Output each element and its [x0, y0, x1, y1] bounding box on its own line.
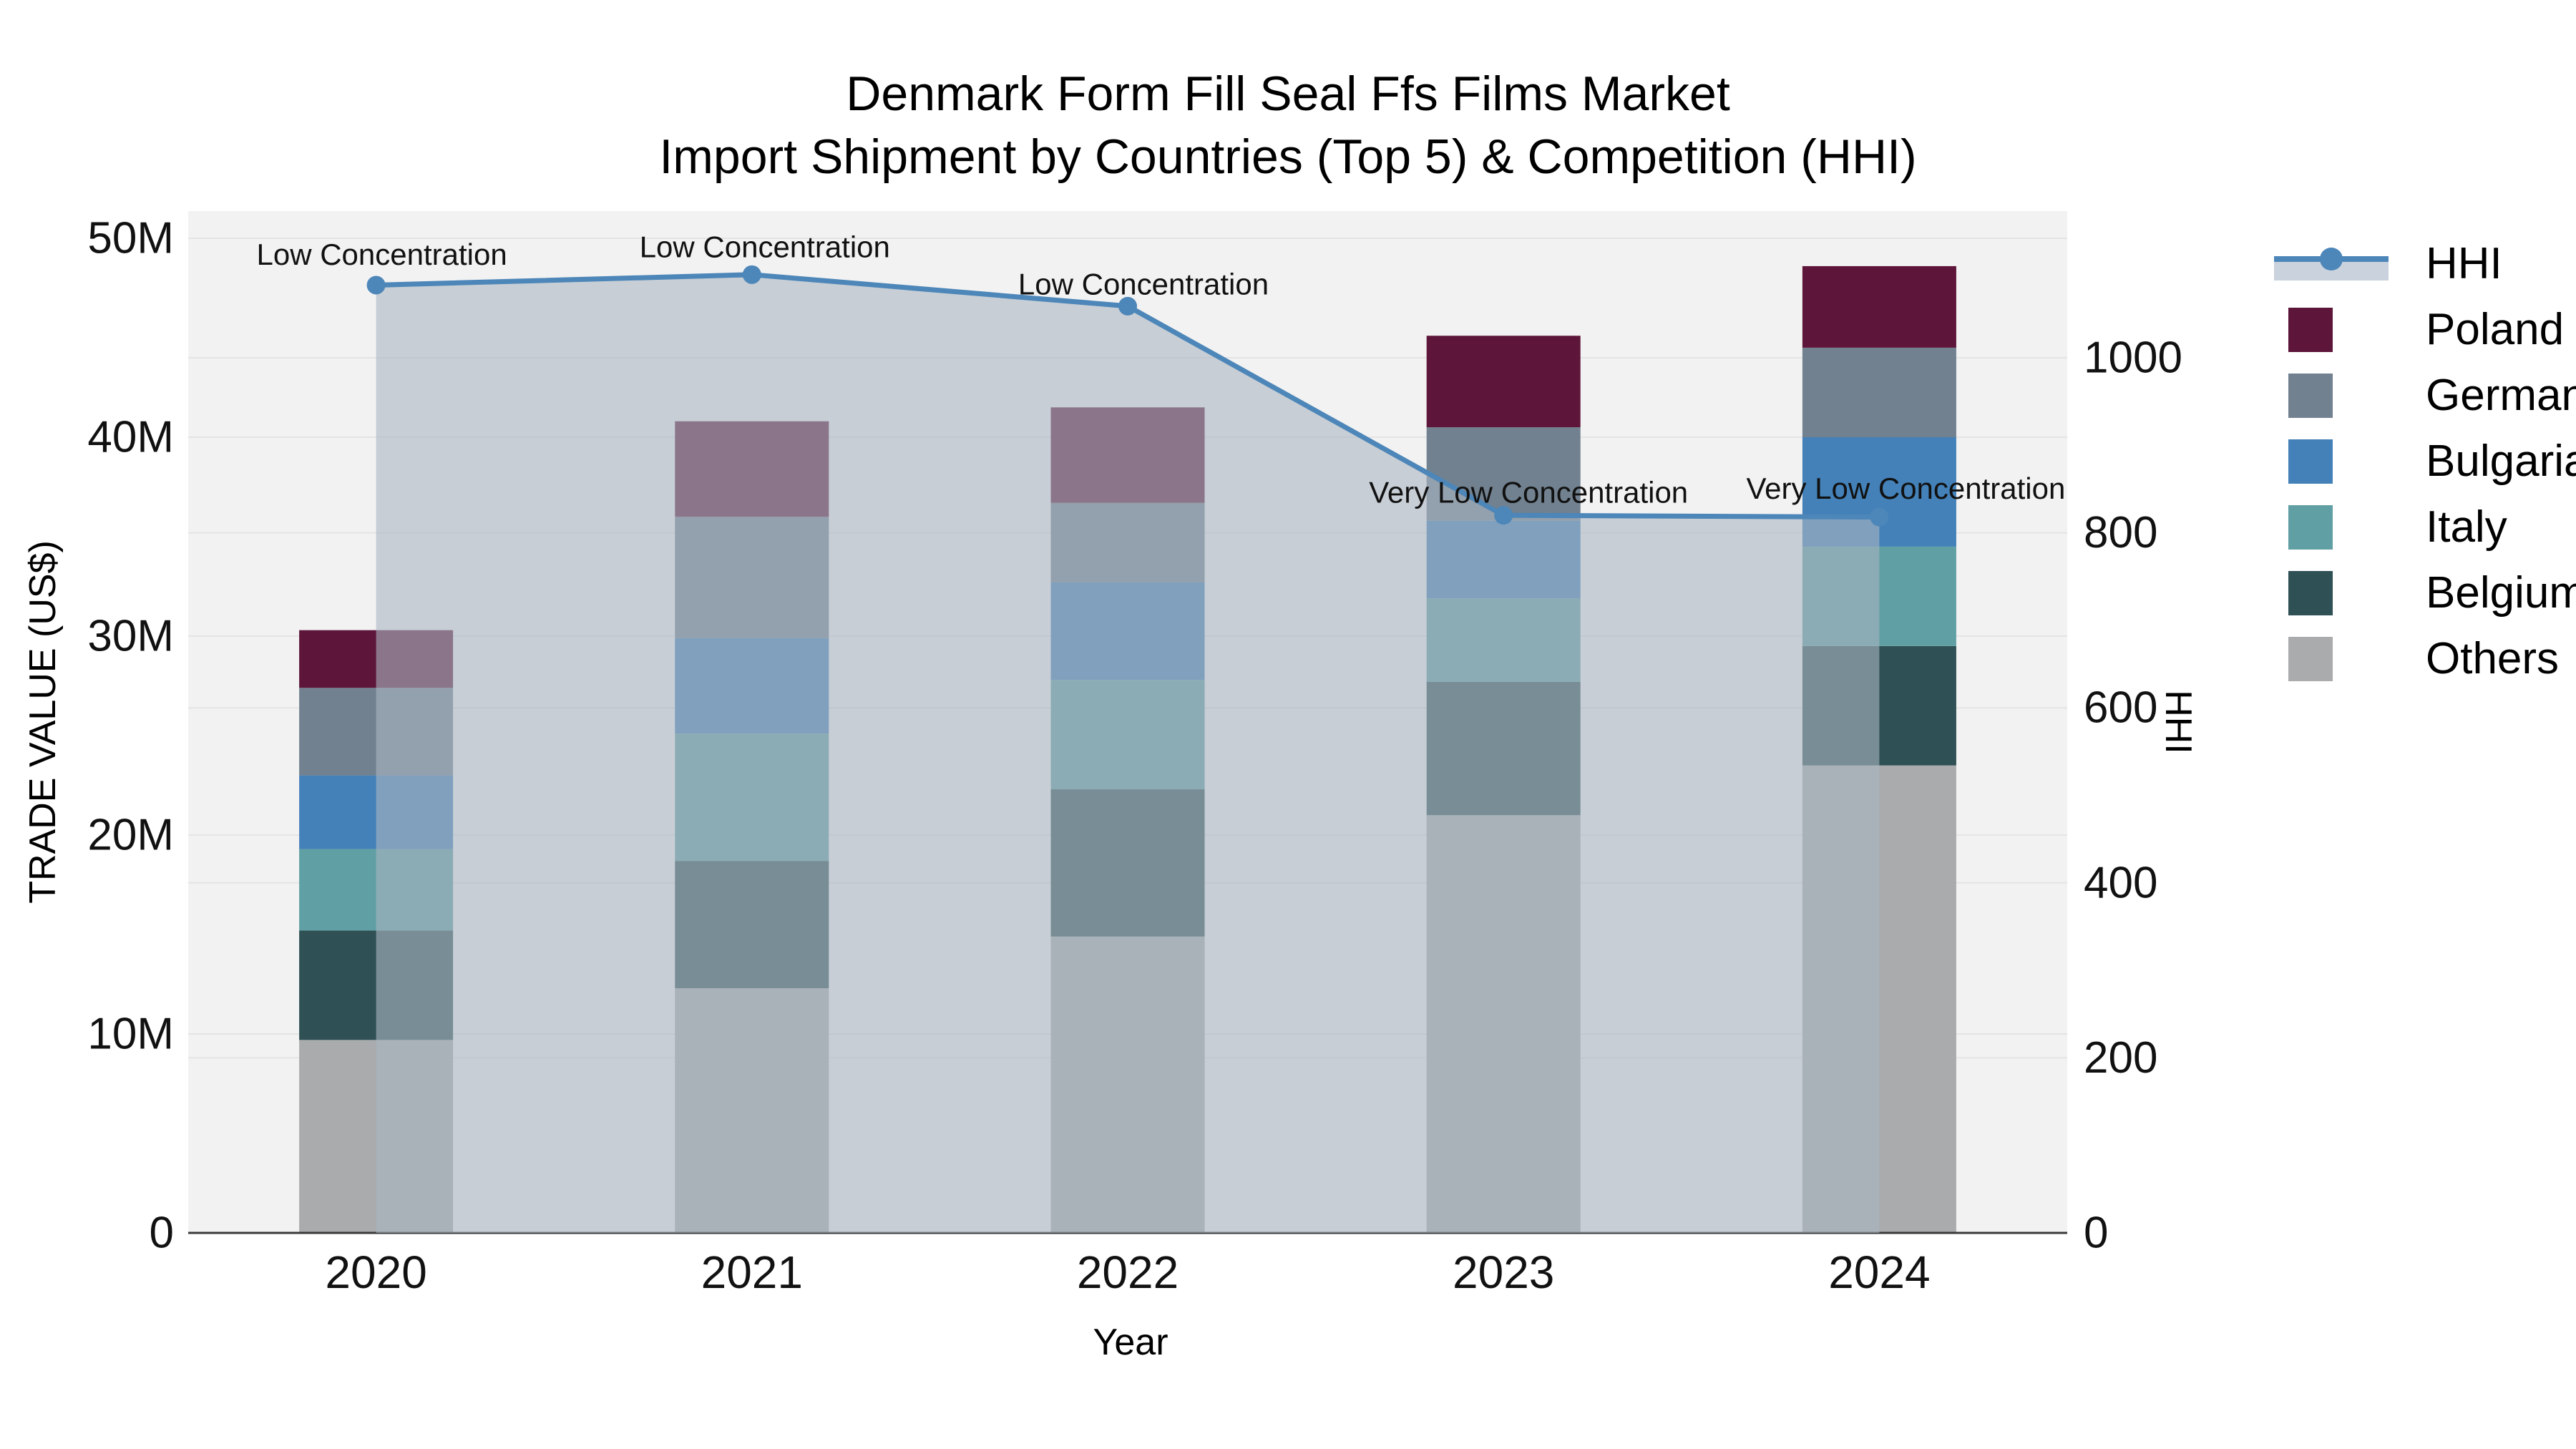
hhi-axis-title: HHI — [2157, 690, 2199, 754]
y-left-tick: 30M — [87, 612, 174, 661]
y-right-tick: 0 — [2084, 1209, 2108, 1258]
y-right-tick: 400 — [2084, 858, 2157, 907]
y-left-tick: 50M — [87, 214, 174, 263]
y-right-tick: 600 — [2084, 683, 2157, 733]
hhi-annotation: Low Concentration — [1018, 267, 1269, 301]
x-axis-title: Year — [1093, 1322, 1169, 1363]
x-tick: 2024 — [1828, 1246, 1930, 1298]
hhi-marker-2020 — [366, 275, 386, 295]
y-right-tick: 200 — [2084, 1033, 2157, 1083]
legend-label: Others — [2426, 633, 2560, 683]
hhi-marker-2023 — [1494, 506, 1513, 525]
y-axis-title: TRADE VALUE (US$) — [22, 540, 64, 904]
hhi-annotation: Very Low Concentration — [1369, 476, 1688, 509]
y-left-tick: 0 — [150, 1209, 174, 1258]
hhi-area — [376, 274, 1880, 1234]
x-tick: 2021 — [701, 1246, 803, 1298]
italy-color-swatch-icon — [2267, 504, 2407, 550]
legend: HHI Poland Germany Bulgaria Italy Belgium Othe… — [2267, 230, 2576, 691]
poland-color-swatch-icon — [2267, 306, 2407, 352]
y-left-tick: 40M — [87, 413, 174, 462]
legend-label: Belgium — [2426, 567, 2576, 618]
x-tick: 2022 — [1077, 1246, 1179, 1298]
legend-item-italy[interactable]: Italy — [2267, 494, 2576, 560]
bar-segment-germany-2024 — [1802, 347, 1956, 437]
y-left-tick: 20M — [87, 811, 174, 860]
legend-label: Germany — [2426, 370, 2576, 420]
legend-label: HHI — [2426, 238, 2502, 288]
y-left-tick: 10M — [87, 1010, 174, 1059]
hhi-marker-2024 — [1870, 507, 1889, 527]
belgium-color-swatch-icon — [2267, 570, 2407, 615]
hhi-marker-2021 — [742, 265, 761, 284]
y-right-tick: 1000 — [2084, 333, 2182, 383]
y-right-tick: 800 — [2084, 508, 2157, 557]
chart-title: Denmark Form Fill Seal Ffs Films Market — [846, 67, 1730, 121]
bar-segment-poland-2024 — [1802, 265, 1956, 348]
legend-item-others[interactable]: Others — [2267, 625, 2576, 691]
legend-item-germany[interactable]: Germany — [2267, 362, 2576, 428]
hhi-line-swatch-icon — [2267, 240, 2407, 286]
germany-color-swatch-icon — [2267, 372, 2407, 418]
x-tick: 2023 — [1453, 1246, 1554, 1298]
bulgaria-color-swatch-icon — [2267, 438, 2407, 484]
others-color-swatch-icon — [2267, 635, 2407, 681]
hhi-annotation: Low Concentration — [640, 230, 890, 263]
hhi-annotation: Low Concentration — [256, 238, 507, 271]
bar-segment-poland-2023 — [1426, 336, 1581, 428]
hhi-marker-2022 — [1118, 296, 1137, 316]
chart-subtitle: Import Shipment by Countries (Top 5) & C… — [659, 130, 1917, 184]
hhi-annotation: Very Low Concentration — [1746, 472, 2065, 505]
x-tick: 2020 — [325, 1246, 426, 1298]
legend-item-bulgaria[interactable]: Bulgaria — [2267, 428, 2576, 494]
legend-label: Italy — [2426, 502, 2507, 552]
legend-item-hhi[interactable]: HHI — [2267, 230, 2576, 296]
legend-label: Poland — [2426, 304, 2565, 354]
legend-item-belgium[interactable]: Belgium — [2267, 560, 2576, 625]
legend-item-poland[interactable]: Poland — [2267, 296, 2576, 362]
legend-label: Bulgaria — [2426, 436, 2576, 486]
